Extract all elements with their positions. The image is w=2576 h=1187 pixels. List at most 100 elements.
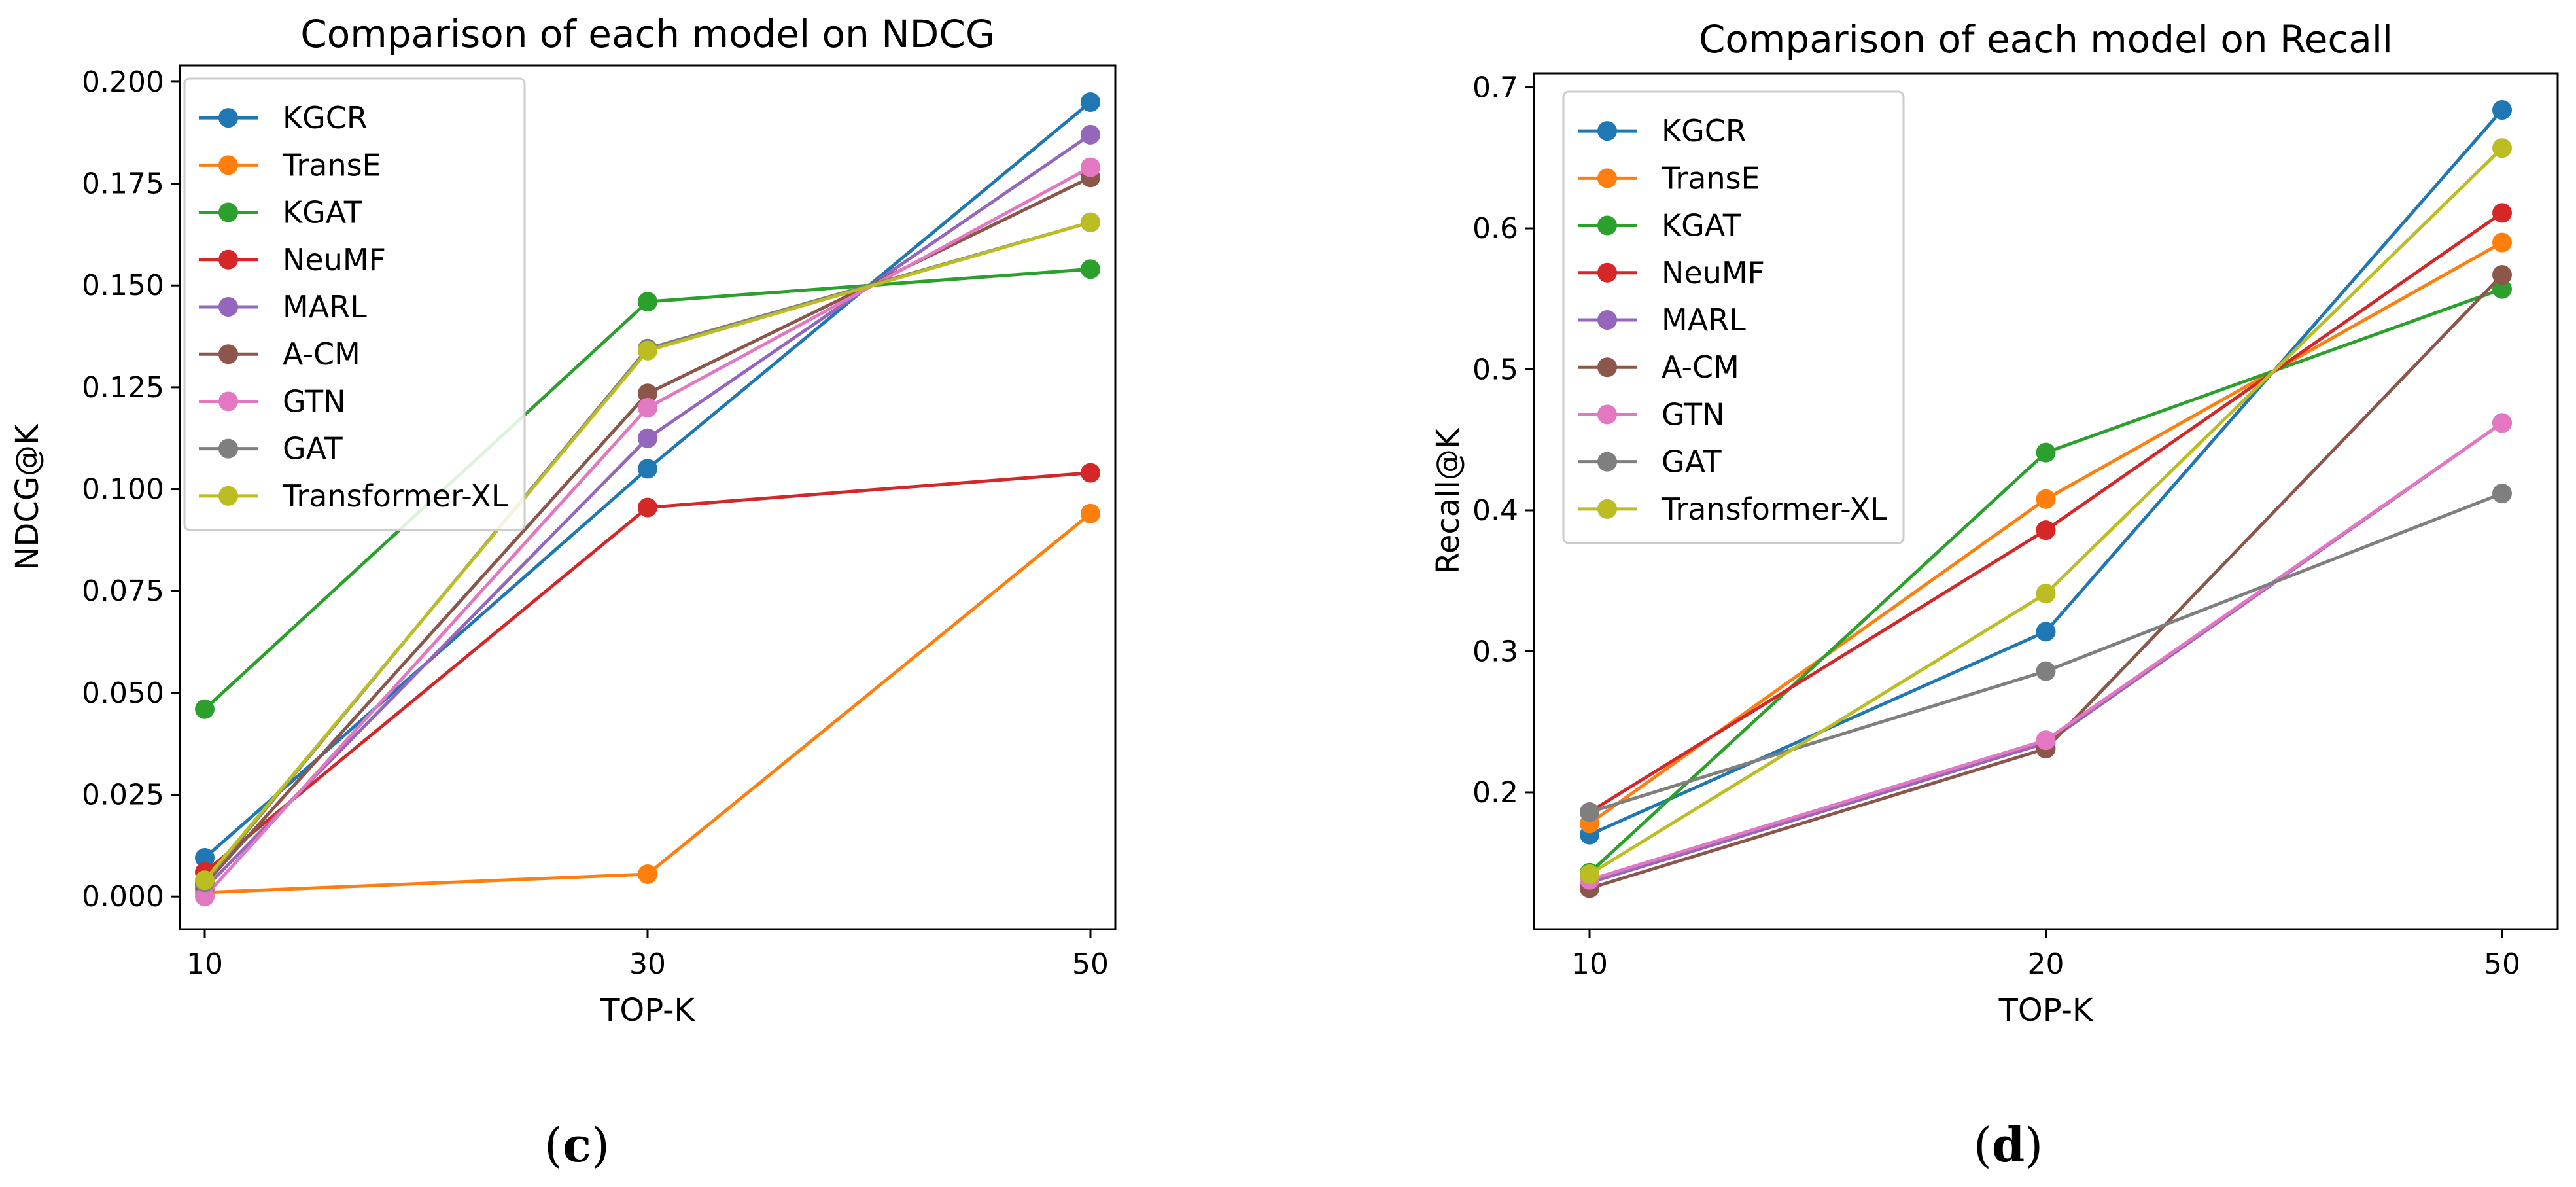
- x-tick-label: 10: [186, 948, 223, 981]
- y-axis-label: Recall@K: [1430, 427, 1467, 574]
- data-point-kgcr: [2492, 100, 2512, 120]
- data-point-transe: [1081, 503, 1100, 523]
- data-point-kgat: [2036, 442, 2056, 463]
- series-line-transe: [204, 512, 1092, 895]
- legend-entry-transformer-xl: Transformer-XL: [282, 478, 508, 514]
- data-point-transformer-xl: [2492, 138, 2512, 158]
- legend-entry-transe: TransE: [282, 147, 381, 183]
- x-tick-label: 20: [2028, 948, 2064, 981]
- data-point-kgcr: [638, 459, 657, 479]
- data-point-kgcr: [195, 848, 215, 868]
- data-point-gat: [2492, 484, 2512, 504]
- data-point-transe: [2492, 232, 2512, 253]
- data-point-transformer-xl: [638, 340, 657, 361]
- legend-entry-transe: TransE: [1661, 160, 1760, 196]
- data-point-gtn: [195, 887, 215, 907]
- legend-swatch-marker: [1597, 262, 1617, 283]
- x-tick-label: 30: [629, 948, 666, 981]
- y-tick-label: 0.050: [82, 677, 164, 710]
- series-line-neumf: [203, 471, 1091, 874]
- y-tick-label: 0.175: [82, 168, 164, 201]
- legend-swatch-marker: [218, 486, 238, 506]
- y-tick-label: 0.075: [82, 575, 164, 608]
- y-tick-label: 0.150: [82, 269, 164, 302]
- legend-entry-kgat: KGAT: [283, 195, 363, 230]
- legend-entry-kgcr: KGCR: [1662, 113, 1747, 149]
- legend-swatch-marker: [218, 202, 238, 222]
- legend-swatch-marker: [1597, 357, 1617, 378]
- chart-title: Comparison of each model on Recall: [1699, 17, 2393, 62]
- legend-swatch-marker: [218, 155, 238, 175]
- data-point-kgat: [638, 292, 657, 312]
- y-tick-label: 0.100: [82, 473, 164, 506]
- legend-swatch-marker: [1597, 404, 1617, 425]
- data-point-gat: [1580, 802, 1599, 823]
- x-tick-label: 50: [1072, 948, 1109, 981]
- legend-entry-transformer-xl: Transformer-XL: [1661, 491, 1887, 527]
- data-point-gat: [2036, 661, 2056, 681]
- legend-swatch-marker: [218, 344, 238, 364]
- data-point-kgat: [195, 699, 215, 719]
- legend-entry-neumf: NeuMF: [1662, 255, 1765, 291]
- legend-entry-marl: MARL: [1662, 302, 1746, 338]
- data-point-kgat: [1081, 259, 1100, 279]
- data-point-marl: [1081, 124, 1100, 145]
- y-tick-label: 0.5: [1472, 353, 1518, 387]
- legend-swatch-marker: [1597, 310, 1617, 330]
- legend-entry-kgcr: KGCR: [283, 100, 368, 135]
- legend-entry-neumf: NeuMF: [283, 242, 386, 277]
- data-point-a-cm: [2492, 265, 2512, 285]
- data-point-marl: [638, 428, 657, 448]
- legend-swatch-marker: [1597, 499, 1617, 519]
- data-point-kgcr: [1081, 92, 1100, 113]
- legend-entry-a-cm: A-CM: [283, 336, 360, 372]
- data-point-transformer-xl: [195, 870, 215, 891]
- legend-swatch-marker: [1597, 215, 1617, 236]
- legend-entry-marl: MARL: [283, 289, 367, 325]
- x-axis-label: TOP-K: [600, 992, 695, 1029]
- chart-title: Comparison of each model on NDCG: [300, 12, 995, 56]
- legend-entry-gat: GAT: [283, 431, 343, 467]
- data-point-neumf: [1081, 463, 1100, 483]
- legend-entry-kgat: KGAT: [1662, 208, 1742, 243]
- legend-swatch-marker: [218, 391, 238, 412]
- data-point-gtn: [2492, 413, 2512, 433]
- y-tick-label: 0.7: [1472, 71, 1518, 105]
- legend-swatch-marker: [218, 297, 238, 317]
- legend-swatch-marker: [1597, 452, 1617, 472]
- recall-chart: Comparison of each model on Recall 0.2 0.3…: [1430, 17, 2559, 1029]
- legend-entry-a-cm: A-CM: [1662, 349, 1739, 385]
- data-point-transformer-xl: [2036, 584, 2056, 604]
- legend-swatch-marker: [218, 438, 238, 459]
- x-tick-label: 10: [1571, 948, 1608, 981]
- legend-swatch-marker: [1597, 168, 1617, 188]
- legend-swatch-marker: [218, 249, 238, 270]
- legend-entry-gtn: GTN: [283, 383, 346, 419]
- legend-swatch-marker: [218, 108, 238, 128]
- legend-entry-gtn: GTN: [1662, 397, 1725, 432]
- data-point-gtn: [2036, 730, 2056, 751]
- data-point-a-cm: [638, 383, 657, 404]
- data-point-transe: [2036, 489, 2056, 509]
- legend-box: [183, 77, 526, 531]
- y-tick-label: 0.025: [82, 779, 164, 812]
- y-tick-label: 0.6: [1472, 212, 1518, 245]
- legend-entry-gat: GAT: [1662, 444, 1722, 480]
- y-tick-label: 0.000: [82, 880, 164, 913]
- data-point-transformer-xl: [1081, 212, 1100, 232]
- y-tick-label: 0.2: [1472, 776, 1518, 809]
- data-point-kgcr: [2036, 622, 2056, 642]
- y-tick-label: 0.125: [82, 371, 164, 404]
- legend-box: [1562, 90, 1905, 544]
- y-tick-label: 0.200: [82, 65, 164, 99]
- data-point-neumf: [638, 497, 657, 518]
- data-point-neumf: [2492, 203, 2512, 223]
- y-tick-label: 0.3: [1472, 635, 1518, 668]
- data-point-gtn: [1081, 157, 1100, 177]
- data-point-gtn: [638, 398, 657, 418]
- y-tick-label: 0.4: [1472, 494, 1518, 527]
- data-point-neumf: [2036, 520, 2056, 540]
- data-point-kgat: [2492, 279, 2512, 299]
- x-tick-label: 50: [2484, 948, 2520, 981]
